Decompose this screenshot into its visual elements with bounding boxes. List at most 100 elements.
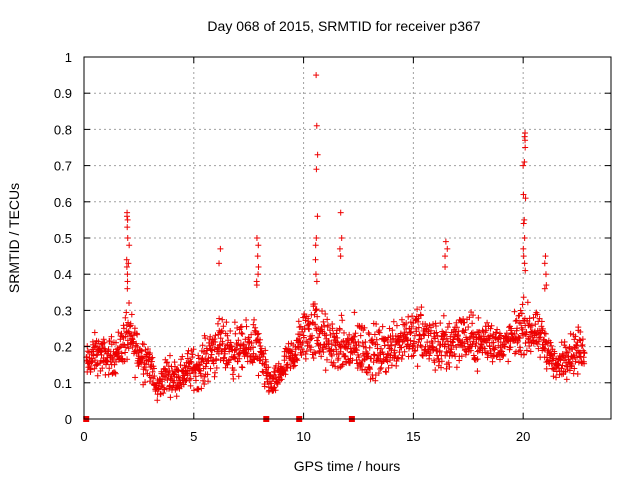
data-point — [355, 354, 362, 361]
data-point — [571, 336, 578, 343]
data-point — [213, 356, 220, 363]
data-point — [318, 353, 325, 360]
data-point — [346, 331, 353, 338]
data-point — [306, 326, 313, 333]
data-point — [551, 350, 558, 357]
data-point — [221, 350, 228, 357]
data-point — [553, 374, 560, 381]
data-point — [137, 358, 144, 365]
data-point — [222, 345, 229, 352]
y-tick-label: 1 — [65, 50, 72, 65]
data-point — [440, 312, 447, 319]
data-point — [446, 363, 453, 370]
data-point — [434, 332, 441, 339]
data-point — [375, 328, 382, 335]
data-point — [571, 365, 578, 372]
data-point — [535, 338, 542, 345]
data-point — [419, 352, 426, 359]
data-point — [116, 344, 123, 351]
data-point — [231, 319, 238, 326]
data-point — [366, 364, 373, 371]
data-point — [353, 347, 360, 354]
data-point — [338, 312, 345, 319]
data-point — [406, 343, 413, 350]
data-point — [499, 352, 506, 359]
data-point — [243, 323, 250, 330]
data-point — [313, 278, 320, 285]
data-point — [452, 328, 459, 335]
data-point — [255, 372, 262, 379]
data-point — [574, 354, 581, 361]
data-point — [304, 339, 311, 346]
data-point — [493, 329, 500, 336]
data-point — [202, 363, 209, 370]
data-point — [187, 358, 194, 365]
data-point — [265, 364, 272, 371]
data-point — [124, 356, 131, 363]
data-point — [487, 325, 494, 332]
data-point — [576, 336, 583, 343]
data-point — [190, 387, 197, 394]
data-point — [298, 352, 305, 359]
data-point — [362, 339, 369, 346]
y-tick-label: 0.6 — [54, 195, 72, 210]
data-point — [303, 348, 310, 355]
x-tick-label: 20 — [516, 429, 530, 444]
data-point — [543, 365, 550, 372]
data-point — [282, 371, 289, 378]
data-point — [322, 310, 329, 317]
data-point — [296, 339, 303, 346]
data-point — [410, 352, 417, 359]
data-point — [291, 352, 298, 359]
data-point — [483, 339, 490, 346]
data-point — [83, 353, 90, 360]
data-point — [212, 369, 219, 376]
data-point — [239, 342, 246, 349]
data-point — [544, 340, 551, 347]
data-point — [93, 361, 100, 368]
data-point — [216, 260, 223, 267]
data-point — [533, 331, 540, 338]
data-point — [435, 338, 442, 345]
data-point — [359, 367, 366, 374]
data-point — [311, 321, 318, 328]
data-point — [520, 253, 527, 260]
data-point — [313, 166, 320, 173]
data-point — [475, 329, 482, 336]
data-point — [294, 357, 301, 364]
data-point — [259, 368, 266, 375]
data-point — [516, 335, 523, 342]
data-point — [260, 350, 267, 357]
data-point — [385, 364, 392, 371]
data-point — [164, 359, 171, 366]
data-point — [125, 319, 132, 326]
data-point — [189, 351, 196, 358]
data-point — [490, 339, 497, 346]
data-point — [366, 344, 373, 351]
y-tick-label: 0 — [65, 412, 72, 427]
data-point — [236, 355, 243, 362]
data-point — [126, 242, 133, 249]
data-point — [397, 330, 404, 337]
data-point — [262, 347, 269, 354]
y-tick-label: 0.5 — [54, 231, 72, 246]
data-point — [511, 330, 518, 337]
data-point — [124, 216, 131, 223]
data-point — [446, 320, 453, 327]
data-point — [238, 330, 245, 337]
data-point — [186, 370, 193, 377]
data-point — [395, 354, 402, 361]
data-point — [336, 245, 343, 252]
data-point — [175, 374, 182, 381]
data-point — [483, 349, 490, 356]
data-point — [306, 320, 313, 327]
data-point — [255, 330, 262, 337]
data-point — [124, 235, 131, 241]
data-point — [534, 311, 541, 318]
data-point — [573, 342, 580, 349]
data-point — [519, 301, 526, 308]
data-point — [237, 324, 244, 331]
data-point — [312, 271, 319, 278]
data-point — [122, 314, 129, 321]
